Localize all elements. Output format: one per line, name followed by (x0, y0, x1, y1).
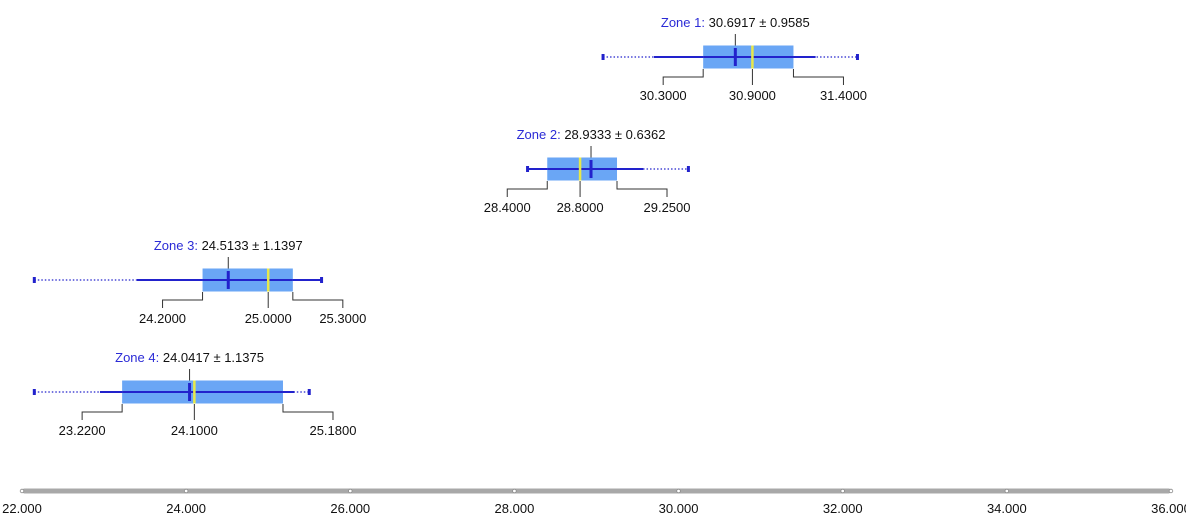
zone-title: Zone 2: 28.9333 ± 0.6362 (517, 127, 666, 142)
x-axis-line (22, 488, 1171, 494)
zone-name: Zone 2: (517, 127, 561, 142)
q3-label: 25.3000 (319, 311, 366, 326)
median-label: 25.0000 (245, 311, 292, 326)
range-low-cap (32, 389, 36, 395)
x-tick-mark (19, 488, 25, 494)
x-tick-label: 28.000 (495, 501, 535, 515)
q3-bracket (616, 181, 668, 197)
zones: Zone 1: 30.6917 ± 0.9585 30.3000 30.9000 31… (32, 15, 867, 438)
zone-1: Zone 1: 30.6917 ± 0.9585 30.3000 30.9000 31… (601, 15, 867, 103)
zone-4: Zone 4: 24.0417 ± 1.1375 23.2200 24.1000 25… (32, 350, 356, 438)
range-high-cap (686, 166, 690, 172)
q3-bracket (792, 69, 844, 85)
x-tick-label: 34.000 (987, 501, 1027, 515)
x-tick-mark (183, 488, 189, 494)
zone-stat: 24.5133 ± 1.1397 (202, 238, 303, 253)
zone-name: Zone 3: (154, 238, 198, 253)
zone-title: Zone 1: 30.6917 ± 0.9585 (661, 15, 810, 30)
x-tick-label: 30.000 (659, 501, 699, 515)
range-low-cap (601, 54, 605, 60)
x-tick-mark (1004, 488, 1010, 494)
q1-label: 23.2200 (59, 423, 106, 438)
median-label: 24.1000 (171, 423, 218, 438)
q3-bracket (282, 404, 334, 420)
zone-stat: 28.9333 ± 0.6362 (564, 127, 665, 142)
q1-bracket (662, 69, 704, 85)
range-high-cap (307, 389, 311, 395)
x-tick-label: 22.000 (2, 501, 42, 515)
x-tick-label: 36.000 (1151, 501, 1186, 515)
x-tick-mark (676, 488, 681, 494)
q1-bracket (162, 292, 204, 308)
q1-label: 28.4000 (484, 200, 531, 215)
q3-bracket (292, 292, 344, 308)
zone-name: Zone 1: (661, 15, 705, 30)
zone-title: Zone 3: 24.5133 ± 1.1397 (154, 238, 303, 253)
zone-stat: 30.6917 ± 0.9585 (709, 15, 810, 30)
x-tick-label: 32.000 (823, 501, 863, 515)
q1-label: 24.2000 (139, 311, 186, 326)
x-axis: 22.000 24.000 26.000 28.000 30.000 32.000 34.0… (2, 488, 1186, 515)
x-tick-mark (840, 488, 845, 494)
x-tick-mark (1168, 488, 1174, 494)
q3-label: 31.4000 (820, 88, 867, 103)
q1-label: 30.3000 (640, 88, 687, 103)
q1-bracket (506, 181, 548, 197)
median-label: 30.9000 (729, 88, 776, 103)
q3-label: 29.2500 (644, 200, 691, 215)
x-tick-mark (348, 488, 353, 494)
x-tick-label: 26.000 (330, 501, 370, 515)
x-tick-label: 24.000 (166, 501, 206, 515)
zone-2: Zone 2: 28.9333 ± 0.6362 28.4000 28.8000 29… (484, 127, 691, 215)
q1-bracket (81, 404, 123, 420)
median-label: 28.8000 (557, 200, 604, 215)
range-low-cap (32, 277, 36, 283)
x-tick-mark (512, 488, 517, 494)
zone-name: Zone 4: (115, 350, 159, 365)
zone-3: Zone 3: 24.5133 ± 1.1397 24.2000 25.0000 25… (32, 238, 366, 326)
zone-stat: 24.0417 ± 1.1375 (163, 350, 264, 365)
range-high-cap (855, 54, 859, 60)
zone-title: Zone 4: 24.0417 ± 1.1375 (115, 350, 264, 365)
q3-label: 25.1800 (309, 423, 356, 438)
